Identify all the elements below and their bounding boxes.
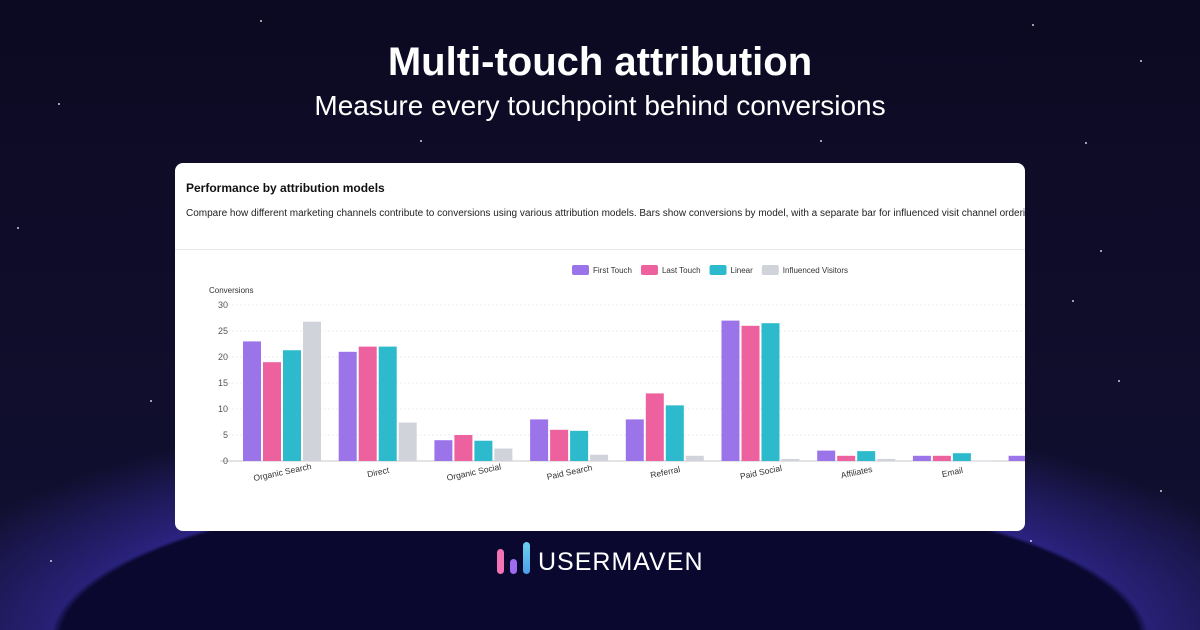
star xyxy=(1085,142,1087,144)
bar xyxy=(665,405,684,461)
bar xyxy=(645,393,664,461)
bar xyxy=(454,435,473,461)
star xyxy=(1032,24,1034,26)
star xyxy=(58,103,60,105)
chart-card: Performance by attribution models Compar… xyxy=(175,163,1025,531)
x-tick-label: Organic Social xyxy=(446,461,502,482)
x-tick-label: Paid Social xyxy=(739,463,783,482)
y-tick-label: 25 xyxy=(218,326,228,336)
star xyxy=(260,20,262,22)
bar xyxy=(817,450,836,461)
y-tick-label: 30 xyxy=(218,300,228,310)
legend-swatch xyxy=(572,265,589,275)
legend-swatch xyxy=(640,265,658,275)
page-title: Multi-touch attribution xyxy=(387,40,813,84)
bar xyxy=(434,440,453,461)
bar xyxy=(243,341,261,461)
star xyxy=(150,400,152,402)
star xyxy=(1030,540,1032,542)
bar xyxy=(857,451,876,461)
bar xyxy=(378,346,397,461)
star xyxy=(1100,250,1102,252)
legend-label: Influenced Visitors xyxy=(783,266,848,275)
y-tick-label: 0 xyxy=(223,456,228,466)
y-tick-label: 20 xyxy=(218,352,228,362)
y-axis-label: Conversions xyxy=(209,286,253,295)
bar xyxy=(781,458,800,461)
bar xyxy=(625,419,644,461)
star xyxy=(1160,490,1162,492)
legend-label: Linear xyxy=(731,266,754,275)
bar xyxy=(837,455,856,461)
bar xyxy=(303,321,321,461)
bar xyxy=(494,448,513,461)
bar xyxy=(912,455,931,461)
bar xyxy=(338,351,357,461)
legend-label: First Touch xyxy=(593,266,632,275)
usermaven-logo-icon xyxy=(497,542,530,574)
bar xyxy=(570,430,589,461)
legend-swatch xyxy=(761,265,779,275)
y-tick-label: 15 xyxy=(218,378,228,388)
bar xyxy=(1008,455,1025,461)
bar xyxy=(263,362,281,461)
x-tick-label: Affiliates xyxy=(840,464,873,480)
card-title: Performance by attribution models xyxy=(186,181,385,195)
y-tick-label: 5 xyxy=(223,430,228,440)
x-tick-label: Paid Search xyxy=(546,462,594,481)
bar xyxy=(474,440,493,461)
bar xyxy=(685,455,704,461)
bar xyxy=(721,320,740,461)
star xyxy=(50,560,52,562)
divider xyxy=(175,249,1025,250)
bar xyxy=(398,422,417,461)
star xyxy=(820,140,822,142)
bar-chart: Conversions 0 5 10 15 20 25 30 First Touch Last T… xyxy=(209,265,1025,483)
legend-swatch xyxy=(709,265,727,275)
page-subtitle: Measure every touchpoint behind conversi… xyxy=(314,90,886,121)
bar xyxy=(932,455,951,461)
bar xyxy=(952,453,971,461)
star xyxy=(1118,380,1120,382)
star xyxy=(17,227,19,229)
star xyxy=(420,140,422,142)
x-tick-label: Referral xyxy=(649,464,681,480)
card-description: Compare how different marketing channels… xyxy=(186,208,1025,219)
bar xyxy=(972,460,991,462)
x-tick-label: Organic Search xyxy=(252,461,312,483)
bar xyxy=(530,419,549,461)
x-tick-label: Email xyxy=(941,465,964,479)
legend-label: Last Touch xyxy=(662,266,701,275)
star xyxy=(1140,60,1142,62)
bar xyxy=(590,454,609,461)
bar xyxy=(358,346,377,461)
x-tick-label: Direct xyxy=(366,465,390,480)
bar xyxy=(741,325,760,461)
bar xyxy=(877,458,896,461)
brand-name: USERMAVEN xyxy=(538,548,704,576)
star xyxy=(1072,300,1074,302)
bar xyxy=(550,429,569,461)
y-tick-label: 10 xyxy=(218,404,228,414)
bar xyxy=(761,323,780,461)
bar xyxy=(283,350,301,461)
